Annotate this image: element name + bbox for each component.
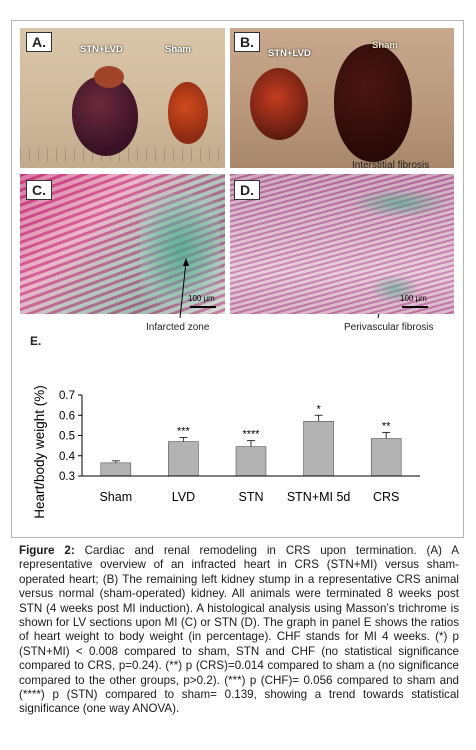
chart-bar bbox=[235, 446, 267, 477]
kidney-sham bbox=[334, 44, 412, 162]
panel-c-scale-bar bbox=[190, 306, 216, 308]
panel-d-label: D. bbox=[234, 180, 260, 200]
chart-bar bbox=[100, 462, 132, 477]
panel-a-left-text: STN+LVD bbox=[80, 44, 123, 55]
figure-caption: Figure 2: Cardiac and renal remodeling i… bbox=[19, 544, 459, 717]
heart-stn-lvd bbox=[72, 76, 138, 156]
panel-a-right-text: Sham bbox=[165, 44, 191, 55]
panel-d-scale-bar bbox=[402, 306, 428, 308]
chart-category-label: STN+MI 5d bbox=[287, 490, 351, 504]
panel-d-annotation-bottom: Perivascular fibrosis bbox=[344, 322, 434, 333]
panel-c-annotation: Infarcted zone bbox=[146, 322, 210, 333]
fibrosis-region-d bbox=[350, 188, 450, 218]
chart-y-tick-label: 0.5 bbox=[59, 431, 75, 443]
panel-e-label: E. bbox=[30, 334, 42, 348]
heart-sham bbox=[168, 82, 208, 144]
chart-significance-label: ** bbox=[382, 420, 391, 432]
kidney-stn-lvd bbox=[250, 68, 308, 140]
chart-y-axis-label: Heart/body weight (%) bbox=[32, 385, 47, 519]
panel-d-scale-text: 100 µm bbox=[400, 294, 427, 303]
panel-b-photo bbox=[230, 28, 454, 168]
panel-a-photo bbox=[20, 28, 225, 168]
panel-d-annotation-top: Interstitial fibrosis bbox=[352, 160, 430, 171]
chart-category-label: LVD bbox=[172, 490, 195, 504]
panel-c-scale-text: 100 µm bbox=[188, 294, 215, 303]
chart-category-label: CRS bbox=[373, 490, 399, 504]
chart-y-tick-label: 0.4 bbox=[59, 451, 76, 463]
heart-stn-lvd-top bbox=[94, 66, 124, 88]
panel-b-right-text: Sham bbox=[372, 40, 398, 51]
chart-y-tick-label: 0.7 bbox=[59, 390, 75, 402]
chart-bar bbox=[168, 441, 199, 477]
panel-d-histology bbox=[230, 174, 454, 314]
panel-c-label: C. bbox=[26, 180, 52, 200]
chart-category-label: Sham bbox=[99, 490, 132, 504]
chart-y-tick-label: 0.3 bbox=[59, 471, 75, 483]
chart-bar bbox=[370, 438, 402, 477]
vessel-region-d bbox=[370, 274, 420, 304]
chart-significance-label: *** bbox=[177, 426, 191, 438]
chart-significance-label: **** bbox=[242, 429, 260, 441]
panel-b-label: B. bbox=[234, 32, 260, 52]
ruler-decoration bbox=[20, 148, 225, 162]
caption-figure-label: Figure 2: bbox=[19, 544, 75, 557]
chart-significance-label: * bbox=[316, 403, 321, 415]
caption-text: Cardiac and renal remodeling in CRS upon… bbox=[19, 544, 459, 716]
chart-category-label: STN bbox=[239, 490, 264, 504]
chart-bar bbox=[303, 421, 334, 477]
chart-y-tick-label: 0.6 bbox=[59, 410, 75, 422]
panel-b-left-text: STN+LVD bbox=[268, 48, 311, 59]
panel-a-label: A. bbox=[26, 32, 52, 52]
